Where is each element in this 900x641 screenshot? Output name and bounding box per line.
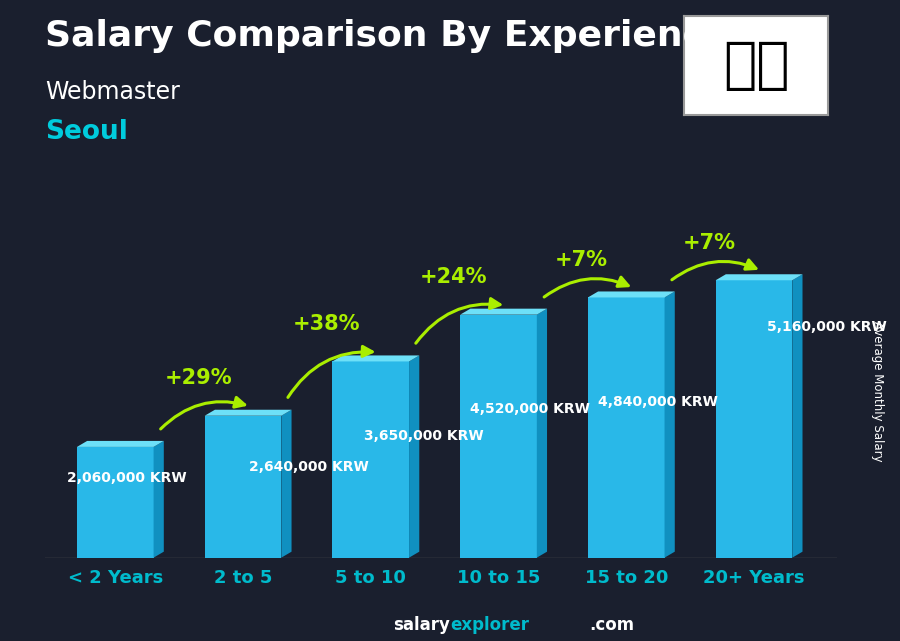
Polygon shape xyxy=(76,447,154,558)
Polygon shape xyxy=(204,410,292,416)
Polygon shape xyxy=(716,280,792,558)
Text: 🇰🇷: 🇰🇷 xyxy=(723,38,789,93)
Text: 4,520,000 KRW: 4,520,000 KRW xyxy=(471,403,590,417)
Polygon shape xyxy=(204,416,282,558)
Polygon shape xyxy=(664,292,675,558)
Text: 4,840,000 KRW: 4,840,000 KRW xyxy=(598,395,718,408)
Polygon shape xyxy=(588,297,664,558)
Polygon shape xyxy=(282,410,292,558)
Polygon shape xyxy=(536,309,547,558)
Text: 2,640,000 KRW: 2,640,000 KRW xyxy=(249,460,369,474)
Text: +7%: +7% xyxy=(683,233,736,253)
Polygon shape xyxy=(792,274,803,558)
Polygon shape xyxy=(588,292,675,297)
Polygon shape xyxy=(332,356,419,362)
FancyArrowPatch shape xyxy=(672,260,756,280)
Text: .com: .com xyxy=(590,616,634,634)
Text: Average Monthly Salary: Average Monthly Salary xyxy=(871,320,884,462)
Text: Salary Comparison By Experience: Salary Comparison By Experience xyxy=(45,19,728,53)
Text: +38%: +38% xyxy=(292,314,360,334)
FancyArrowPatch shape xyxy=(160,397,245,429)
Text: 5,160,000 KRW: 5,160,000 KRW xyxy=(767,320,886,335)
Polygon shape xyxy=(154,441,164,558)
FancyArrowPatch shape xyxy=(544,277,628,297)
Polygon shape xyxy=(332,362,410,558)
FancyArrowPatch shape xyxy=(416,299,500,343)
Text: +29%: +29% xyxy=(165,368,232,388)
Text: Seoul: Seoul xyxy=(45,119,128,145)
Polygon shape xyxy=(716,274,803,280)
Text: salary: salary xyxy=(393,616,450,634)
Polygon shape xyxy=(76,441,164,447)
Polygon shape xyxy=(460,309,547,315)
Text: 3,650,000 KRW: 3,650,000 KRW xyxy=(364,429,484,443)
Text: 2,060,000 KRW: 2,060,000 KRW xyxy=(67,471,186,485)
Polygon shape xyxy=(460,315,536,558)
Text: +7%: +7% xyxy=(555,250,608,270)
FancyArrowPatch shape xyxy=(288,346,373,397)
Text: Webmaster: Webmaster xyxy=(45,80,180,104)
Polygon shape xyxy=(410,356,419,558)
Text: +24%: +24% xyxy=(420,267,488,287)
Text: explorer: explorer xyxy=(450,616,529,634)
